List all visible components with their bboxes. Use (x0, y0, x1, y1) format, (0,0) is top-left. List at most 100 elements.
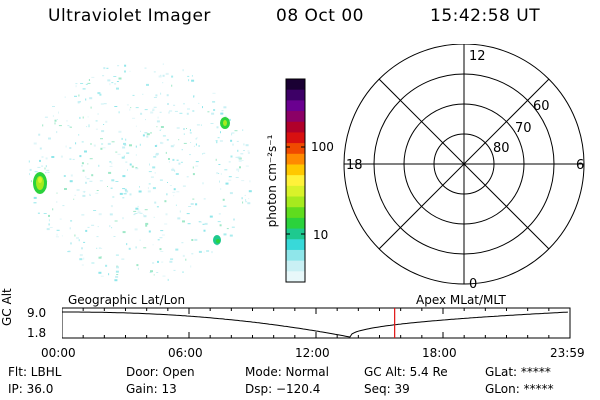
uv-speckle (41, 156, 44, 158)
uv-speckle (38, 133, 41, 136)
lat-label-80: 80 (493, 141, 510, 156)
uv-speckle (150, 270, 153, 273)
uv-speckle (101, 130, 105, 133)
timeline-left-title: Geographic Lat/Lon (68, 293, 186, 307)
uv-speckle (244, 194, 246, 196)
uv-speckle (196, 137, 198, 139)
uv-speckle (87, 226, 90, 228)
uv-speckle (217, 221, 221, 223)
uv-speckle (81, 214, 85, 216)
uv-speckle (122, 146, 126, 149)
uv-speckle (160, 230, 164, 232)
uv-speckle (245, 144, 249, 147)
uv-speckle (41, 165, 44, 167)
uv-speckle (223, 233, 227, 236)
uv-speckle (230, 139, 233, 142)
uv-speckle (157, 260, 159, 263)
uv-speckle (230, 155, 233, 158)
uv-speckle (155, 152, 159, 155)
uv-speckle (124, 70, 126, 73)
colorbar-swatch (286, 143, 305, 155)
uv-speckle (100, 147, 103, 150)
uv-speckle (216, 172, 219, 175)
uv-speckle (175, 248, 179, 251)
uv-speckle (164, 223, 168, 225)
uv-speckle (45, 172, 47, 174)
timeline-x-tick-2: 12:00 (295, 346, 330, 360)
uv-speckle (78, 94, 80, 97)
uv-speckle (217, 137, 220, 139)
uv-speckle (135, 246, 137, 249)
uv-speckle (150, 132, 152, 134)
uv-speckle (231, 132, 235, 134)
uv-speckle (29, 168, 32, 171)
uv-speckle (231, 133, 233, 136)
colorbar-swatch (286, 132, 305, 144)
uv-speckle (182, 220, 185, 223)
uv-speckle (118, 77, 122, 80)
uv-speckle (219, 180, 220, 183)
uv-speckle (143, 214, 145, 217)
uv-speckle (118, 111, 120, 114)
uv-speckle (159, 129, 161, 131)
uv-speckle (115, 254, 119, 256)
uv-speckle (186, 176, 189, 178)
uv-speckle (114, 83, 117, 85)
uv-speckle (46, 180, 48, 182)
uv-speckle (129, 193, 132, 196)
uv-speckle (215, 158, 217, 161)
uv-speckle (44, 116, 48, 118)
uv-speckle (70, 126, 72, 128)
uv-speckle (240, 153, 244, 155)
uv-speckle (75, 142, 77, 145)
uv-speckle (183, 133, 185, 135)
uv-speckle (220, 173, 222, 175)
uv-speckle (121, 258, 125, 260)
uv-speckle (125, 190, 129, 193)
uv-speckle (215, 140, 218, 142)
uv-speckle (129, 144, 132, 147)
uv-speckle (173, 104, 176, 106)
uv-speckle (148, 183, 151, 185)
uv-speckle (100, 256, 102, 259)
uv-speckle (137, 267, 139, 270)
uv-speckle (85, 229, 88, 232)
uv-speckle (162, 74, 165, 77)
uv-speckle (89, 193, 91, 196)
uv-speckle (154, 201, 157, 204)
seq-status: Seq: 39 (364, 382, 410, 396)
uv-speckle (135, 125, 137, 127)
uv-speckle (119, 192, 123, 195)
uv-speckle (98, 271, 102, 274)
uv-speckle (98, 256, 102, 259)
uv-speckle (198, 145, 200, 147)
uv-speckle (84, 150, 87, 153)
uv-speckle (116, 81, 119, 82)
uv-speckle (154, 172, 156, 174)
uv-speckle (157, 239, 160, 241)
uv-speckle (162, 275, 166, 277)
uv-speckle (149, 272, 152, 273)
uv-speckle (111, 227, 113, 229)
uv-speckle (55, 236, 59, 238)
uv-speckle (245, 165, 249, 167)
uv-speckle (132, 94, 135, 96)
uv-speckle (126, 104, 129, 106)
uv-speckle (207, 111, 210, 113)
uv-speckle (91, 76, 95, 78)
uv-speckle (231, 226, 235, 228)
uv-speckle (81, 264, 84, 266)
uv-speckle (47, 171, 50, 173)
uv-speckle (111, 141, 115, 143)
uv-speckle (76, 189, 80, 191)
uv-speckle (236, 168, 240, 171)
uv-speckle (144, 209, 148, 211)
uv-speckle (28, 160, 30, 163)
uv-speckle (237, 149, 239, 152)
uv-speckle (122, 175, 126, 178)
uv-speckle (216, 141, 218, 144)
uv-speckle (203, 152, 206, 154)
uv-speckle (117, 153, 121, 155)
uv-speckle (139, 239, 141, 241)
uv-speckle (169, 185, 172, 186)
